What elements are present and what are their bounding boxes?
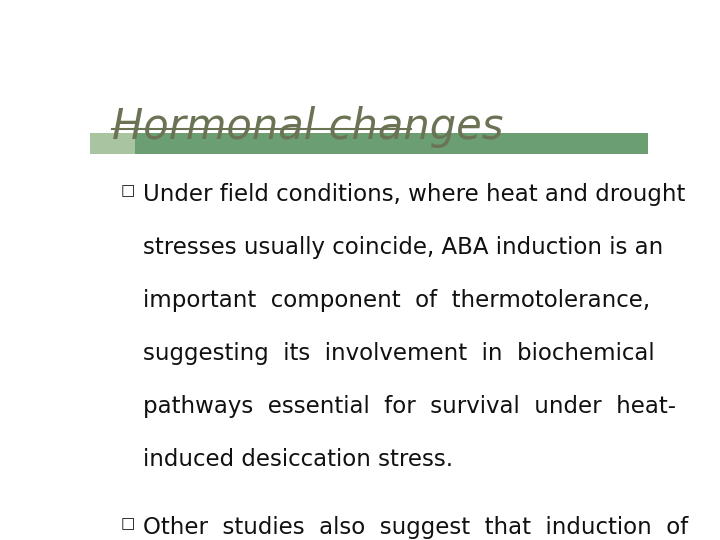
Text: □: □	[121, 183, 135, 198]
Text: pathways  essential  for  survival  under  heat-: pathways essential for survival under he…	[143, 395, 676, 418]
Bar	[90, 133, 135, 154]
Text: important  component  of  thermotolerance,: important component of thermotolerance,	[143, 289, 650, 312]
Text: Hormonal changes: Hormonal changes	[112, 106, 504, 148]
Text: Other  studies  also  suggest  that  induction  of: Other studies also suggest that inductio…	[143, 516, 688, 539]
Text: Under field conditions, where heat and drought: Under field conditions, where heat and d…	[143, 183, 685, 206]
Text: □: □	[121, 516, 135, 531]
Bar	[135, 133, 648, 154]
Text: suggesting  its  involvement  in  biochemical: suggesting its involvement in biochemica…	[143, 342, 654, 366]
Text: induced desiccation stress.: induced desiccation stress.	[143, 448, 453, 471]
Text: stresses usually coincide, ABA induction is an: stresses usually coincide, ABA induction…	[143, 237, 663, 259]
